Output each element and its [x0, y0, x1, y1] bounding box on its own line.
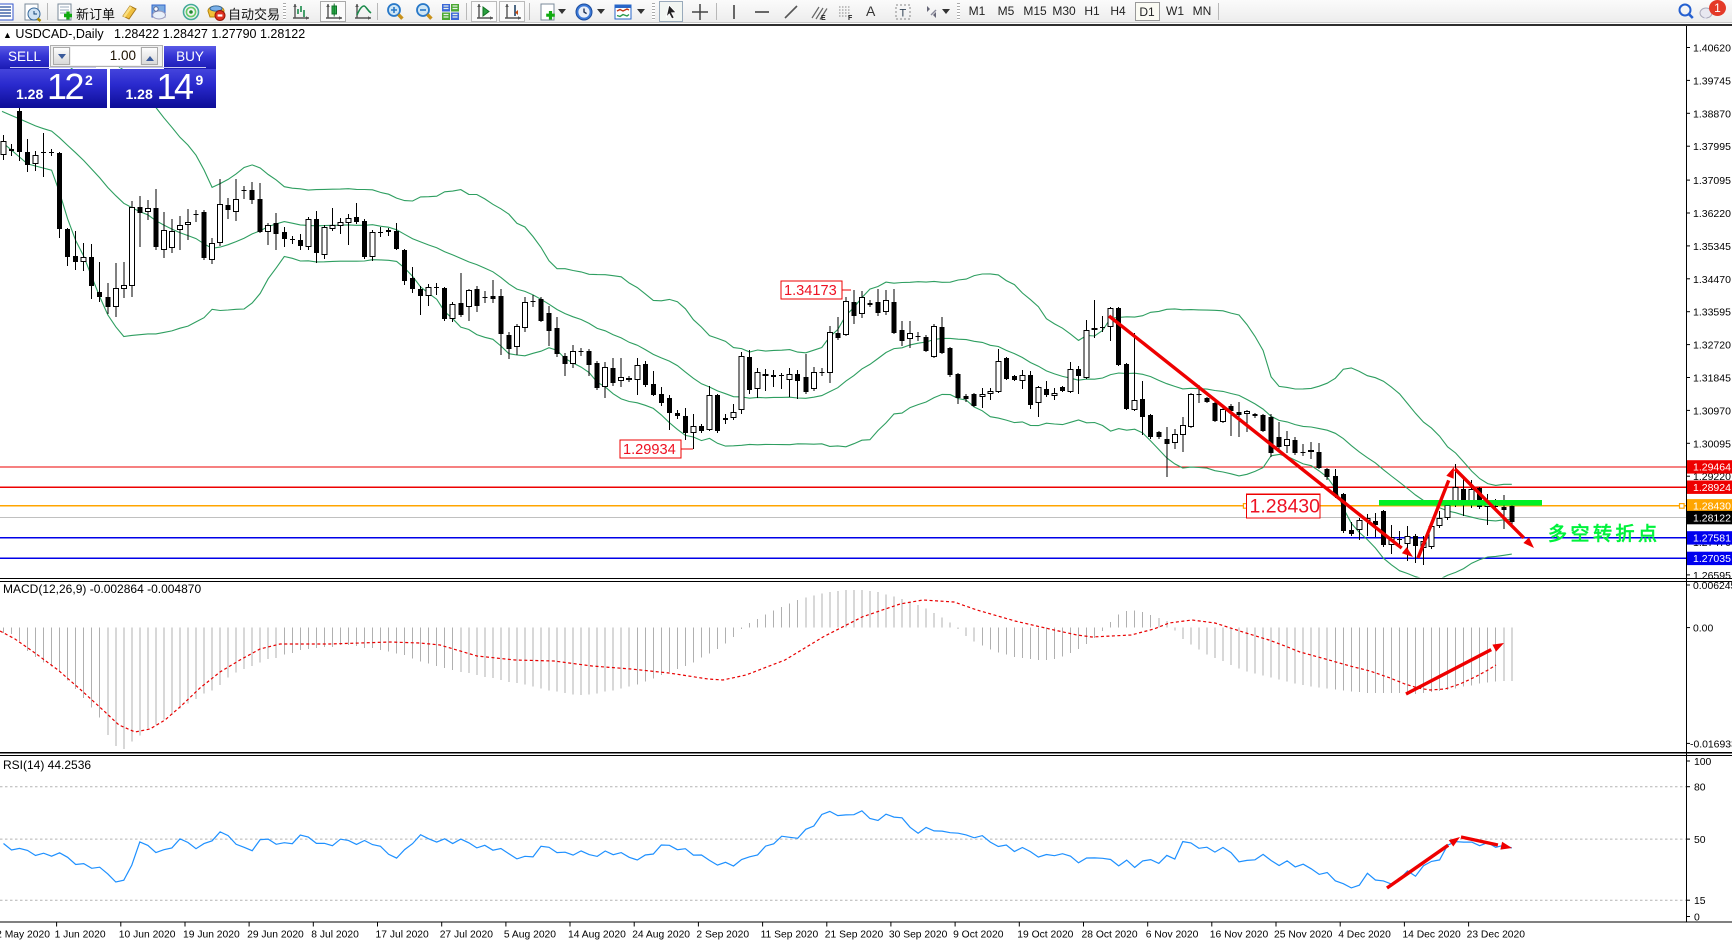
svg-text:1.37995: 1.37995	[1693, 141, 1731, 153]
svg-text:24 Aug 2020: 24 Aug 2020	[632, 930, 690, 941]
svg-text:11 Sep 2020: 11 Sep 2020	[761, 930, 819, 941]
svg-text:50: 50	[1694, 835, 1706, 846]
svg-text:0.006245: 0.006245	[1693, 581, 1732, 592]
svg-text:25 Nov 2020: 25 Nov 2020	[1274, 930, 1333, 941]
svg-text:1.28430: 1.28430	[1693, 501, 1731, 513]
svg-text:1.28924: 1.28924	[1693, 482, 1731, 494]
svg-text:1.32720: 1.32720	[1693, 340, 1731, 352]
svg-text:27 Jul 2020: 27 Jul 2020	[440, 930, 494, 941]
svg-text:1.28122: 1.28122	[1693, 512, 1731, 524]
svg-text:1.28430: 1.28430	[1250, 496, 1321, 518]
svg-text:1.30970: 1.30970	[1693, 405, 1731, 417]
svg-text:2 Sep 2020: 2 Sep 2020	[696, 930, 749, 941]
svg-text:1.29220: 1.29220	[1693, 471, 1731, 483]
svg-text:9 Oct 2020: 9 Oct 2020	[953, 930, 1004, 941]
svg-text:1.30095: 1.30095	[1693, 438, 1731, 450]
svg-text:1.26595: 1.26595	[1693, 570, 1731, 582]
svg-text:E: E	[821, 15, 826, 22]
svg-text:16 Nov 2020: 16 Nov 2020	[1210, 930, 1269, 941]
svg-text:28 Oct 2020: 28 Oct 2020	[1082, 930, 1138, 941]
svg-text:30 Sep 2020: 30 Sep 2020	[889, 930, 948, 941]
svg-text:1.34173: 1.34173	[784, 283, 837, 299]
svg-text:15: 15	[1694, 896, 1706, 907]
svg-text:1.38870: 1.38870	[1693, 108, 1731, 120]
svg-text:1.36220: 1.36220	[1693, 208, 1731, 220]
svg-text:1.34470: 1.34470	[1693, 274, 1731, 286]
svg-text:100: 100	[1694, 757, 1712, 768]
svg-text:T: T	[900, 8, 907, 20]
svg-text:1.35345: 1.35345	[1693, 241, 1731, 253]
svg-text:80: 80	[1694, 783, 1706, 794]
svg-text:0: 0	[1694, 913, 1700, 924]
svg-text:-0.016933: -0.016933	[1690, 739, 1732, 750]
svg-text:29 Jun 2020: 29 Jun 2020	[247, 930, 304, 941]
svg-text:17 Jul 2020: 17 Jul 2020	[376, 930, 430, 941]
svg-text:4 Dec 2020: 4 Dec 2020	[1338, 930, 1391, 941]
svg-text:RSI(14) 44.2536: RSI(14) 44.2536	[3, 758, 91, 772]
svg-text:6 Nov 2020: 6 Nov 2020	[1146, 930, 1199, 941]
svg-text:1.29464: 1.29464	[1693, 462, 1731, 474]
svg-text:23 Dec 2020: 23 Dec 2020	[1467, 930, 1526, 941]
svg-text:22 May 2020: 22 May 2020	[0, 930, 50, 941]
svg-text:8 Jul 2020: 8 Jul 2020	[311, 930, 359, 941]
svg-text:1.31845: 1.31845	[1693, 373, 1731, 385]
svg-text:1.27035: 1.27035	[1693, 553, 1731, 565]
svg-text:10 Jun 2020: 10 Jun 2020	[119, 930, 176, 941]
svg-text:F: F	[848, 15, 853, 22]
svg-text:1.27581: 1.27581	[1693, 533, 1731, 545]
svg-text:1 Jun 2020: 1 Jun 2020	[55, 930, 106, 941]
svg-text:1.40620: 1.40620	[1693, 43, 1731, 55]
svg-text:5 Aug 2020: 5 Aug 2020	[504, 930, 556, 941]
svg-text:19 Oct 2020: 19 Oct 2020	[1017, 930, 1073, 941]
svg-text:14 Aug 2020: 14 Aug 2020	[568, 930, 626, 941]
svg-text:多空转折点: 多空转折点	[1548, 522, 1661, 545]
svg-text:MACD(12,26,9) -0.002864 -0.004: MACD(12,26,9) -0.002864 -0.004870	[3, 582, 201, 596]
svg-text:1.29934: 1.29934	[623, 442, 676, 458]
svg-text:19 Jun 2020: 19 Jun 2020	[183, 930, 240, 941]
svg-text:21 Sep 2020: 21 Sep 2020	[825, 930, 884, 941]
svg-text:1.33595: 1.33595	[1693, 307, 1731, 319]
svg-text:14 Dec 2020: 14 Dec 2020	[1402, 930, 1461, 941]
svg-text:1.37095: 1.37095	[1693, 175, 1731, 187]
svg-text:0.00: 0.00	[1693, 624, 1713, 635]
svg-text:1.39745: 1.39745	[1693, 75, 1731, 87]
